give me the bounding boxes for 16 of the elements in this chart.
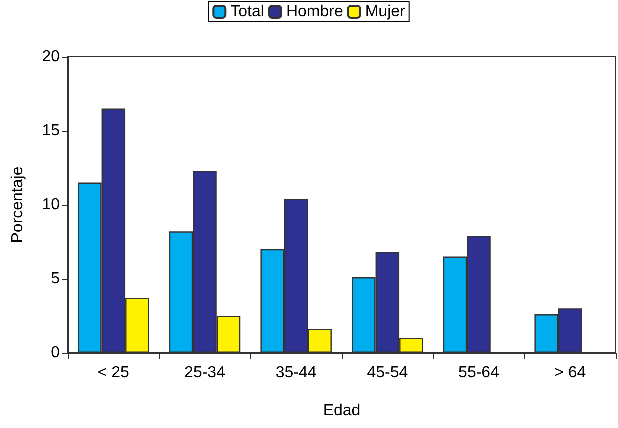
x-tick-label: 45-54 <box>367 364 408 382</box>
x-tick-label: 25-34 <box>184 364 226 382</box>
y-tick-label: 15 <box>42 122 60 140</box>
x-tick-label: 35-44 <box>276 364 317 382</box>
x-tick-label: > 64 <box>554 364 586 382</box>
y-tick-label: 20 <box>42 48 60 66</box>
x-tick-label: 55-64 <box>458 364 500 382</box>
y-axis-title: Porcentaje <box>10 166 26 244</box>
x-tick-label: < 25 <box>98 364 130 382</box>
y-tick-label: 0 <box>51 344 60 362</box>
x-axis-title: Edad <box>323 402 361 420</box>
y-tick-label: 5 <box>51 270 60 288</box>
legend-label: Total <box>230 4 264 20</box>
legend-label: Hombre <box>286 4 344 20</box>
y-tick-label: 10 <box>42 196 60 214</box>
legend-label: Mujer <box>365 4 406 20</box>
